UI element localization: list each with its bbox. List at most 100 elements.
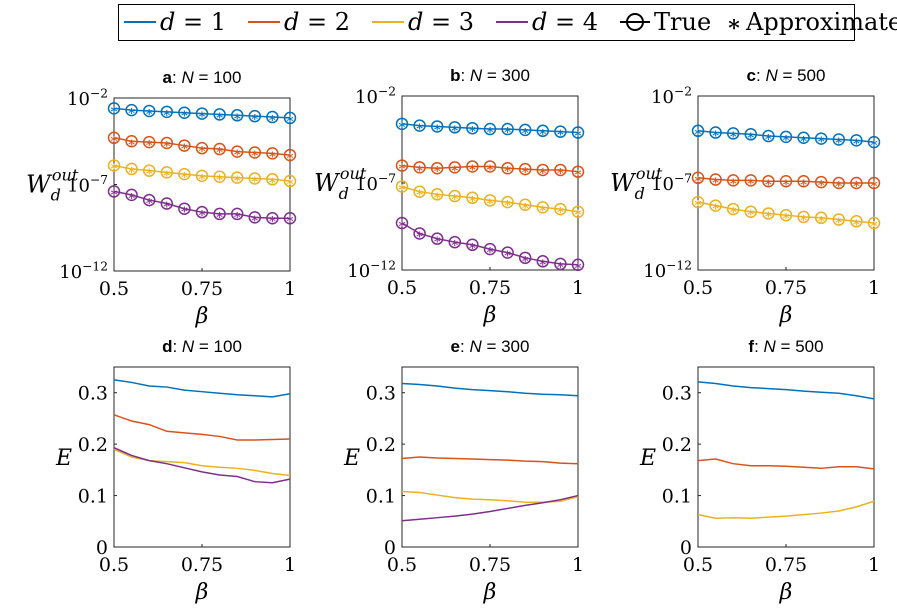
legend: d = 1 d = 2 d = 3 d = 4 True ∗ Approximate — [118, 4, 897, 41]
series-d3-approx-marker: ∗ — [198, 170, 207, 185]
legend-true-label: True — [654, 8, 711, 36]
series-d1-approx-marker: ∗ — [746, 128, 755, 143]
legend-approx-label: Approximate — [745, 8, 897, 36]
series-d1-line — [113, 379, 291, 398]
series-d2-approx-marker: ∗ — [711, 174, 720, 189]
y-tick-label: 10−12 — [347, 258, 396, 282]
y-axis-label: Wdout — [314, 164, 367, 203]
x-tick-label: 1 — [572, 554, 584, 576]
y-tick-label: 10−7 — [67, 173, 108, 197]
series-d4-true-marker — [178, 202, 191, 215]
series-d2-line — [697, 458, 875, 470]
series-d3-approx-marker: ∗ — [110, 159, 119, 174]
series-d2-true-marker — [797, 175, 810, 188]
series-d1-true-marker — [850, 134, 863, 147]
series-d1-approx-marker: ∗ — [233, 109, 242, 124]
series-d3-true-marker — [125, 162, 138, 176]
x-tick-label: 0.5 — [683, 554, 713, 576]
series-d3-true-marker — [554, 202, 567, 216]
series-d3-true-marker — [248, 172, 262, 185]
series-d1-approx-marker: ∗ — [556, 126, 565, 141]
x-tick-label: 0.5 — [683, 277, 713, 299]
series-d3-approx-marker: ∗ — [799, 211, 808, 226]
series-d2-true-marker — [142, 135, 156, 149]
series-d3-approx-marker: ∗ — [233, 172, 242, 187]
legend-label-3: d = 3 — [408, 8, 474, 36]
series-d1-approx-marker: ∗ — [127, 104, 136, 119]
series-d3-true-marker — [779, 208, 793, 222]
series-d1-approx-marker: ∗ — [852, 134, 861, 149]
x-tick-label: 1 — [868, 554, 880, 576]
series-d4-approx-marker: ∗ — [127, 189, 136, 204]
series-d3-true-marker — [195, 169, 209, 183]
series-d3-true-marker — [536, 201, 550, 214]
series-d2-true-marker — [744, 174, 758, 187]
y-tick-label: 0 — [680, 537, 692, 559]
series-d3-approx-marker: ∗ — [180, 168, 189, 183]
series-d3-true-marker — [466, 191, 479, 205]
series-d1-true-marker — [466, 121, 479, 135]
y-tick-label: 0 — [384, 537, 396, 559]
series-d4-true-marker — [248, 211, 262, 224]
series-d4-true-marker — [160, 197, 174, 210]
x-tick-label: 1 — [284, 554, 296, 576]
series-d2-approx-marker: ∗ — [110, 132, 119, 147]
legend-label-2: d = 2 — [284, 8, 350, 36]
series-d1-approx-marker: ∗ — [870, 136, 879, 151]
series-d1-approx-marker: ∗ — [521, 124, 530, 139]
series-d1-true-marker — [178, 106, 191, 119]
series-d1-true-marker — [501, 122, 514, 136]
series-d4-approx-marker: ∗ — [503, 247, 512, 262]
series-d4-true-marker — [501, 246, 514, 259]
series-d1-approx-marker: ∗ — [538, 125, 547, 140]
series-d2-true-marker — [691, 171, 705, 185]
series-d2-approx-marker: ∗ — [215, 143, 224, 158]
series-d3-approx-marker: ∗ — [711, 200, 720, 215]
y-tick-label: 0.2 — [366, 434, 396, 456]
series-d2-true-marker — [266, 147, 279, 160]
x-tick-label: 1 — [284, 278, 296, 300]
series-d3-approx-marker: ∗ — [145, 165, 154, 180]
series-d3-true-marker — [726, 202, 740, 216]
series-d4-true-marker — [518, 251, 532, 265]
series-d3-true-marker — [230, 171, 244, 184]
series-d3-true-marker — [850, 215, 863, 228]
y-tick-label: 0 — [96, 537, 108, 559]
series-d3-approx-marker: ∗ — [782, 209, 791, 224]
x-tick-label: 1 — [572, 277, 584, 299]
y-axis-label: E — [55, 446, 72, 471]
series-d1-true-marker — [867, 135, 881, 149]
series-d4-approx-marker: ∗ — [574, 259, 583, 274]
x-tick-label: 0.75 — [181, 278, 223, 300]
series-d3-approx-marker: ∗ — [870, 217, 879, 232]
series-d3-true-marker — [571, 205, 585, 218]
panels: a: N = 100 0.5 0.75 1 β 10−2 10−7 10−12 Wdout ∗ ∗ ∗… — [26, 66, 881, 605]
y-axis-label: Wdout — [610, 164, 663, 203]
x-axis-label: β — [779, 580, 793, 605]
x-tick-label: 0.75 — [765, 277, 807, 299]
panel-e: e: N = 300 0.5 0.75 1 β 0 0.1 0.2 0.3 E — [343, 337, 584, 605]
series-d2-approx-marker: ∗ — [556, 164, 565, 179]
series-d1-true-marker — [814, 132, 828, 145]
series-d4-approx-marker: ∗ — [250, 211, 259, 226]
series-d1-true-marker — [213, 108, 226, 121]
series-d3-approx-marker: ∗ — [127, 163, 136, 178]
series-d1-approx-marker: ∗ — [180, 107, 189, 122]
series-d4-approx-marker: ∗ — [433, 233, 442, 248]
series-d3-approx-marker: ∗ — [556, 203, 565, 218]
series-d3-true-marker — [691, 195, 705, 209]
series-d1-true-marker — [230, 109, 244, 122]
series-d2-approx-marker: ∗ — [162, 137, 171, 152]
panel-title: b: N = 300 — [450, 66, 530, 85]
series-d2-true-marker — [762, 175, 775, 188]
series-d2-line — [113, 414, 291, 441]
series-d1-approx-marker: ∗ — [145, 105, 154, 120]
series-d3-approx-marker: ∗ — [746, 206, 755, 221]
series-d1-true-marker — [832, 133, 846, 146]
series-d4-true-marker — [195, 205, 209, 219]
series-d4-true-marker — [483, 242, 497, 256]
series-d1-approx-marker: ∗ — [250, 110, 259, 125]
series-d1-approx-marker: ∗ — [162, 106, 171, 121]
y-tick-label: 0.1 — [662, 486, 692, 508]
series-d1-true-marker — [448, 121, 462, 134]
